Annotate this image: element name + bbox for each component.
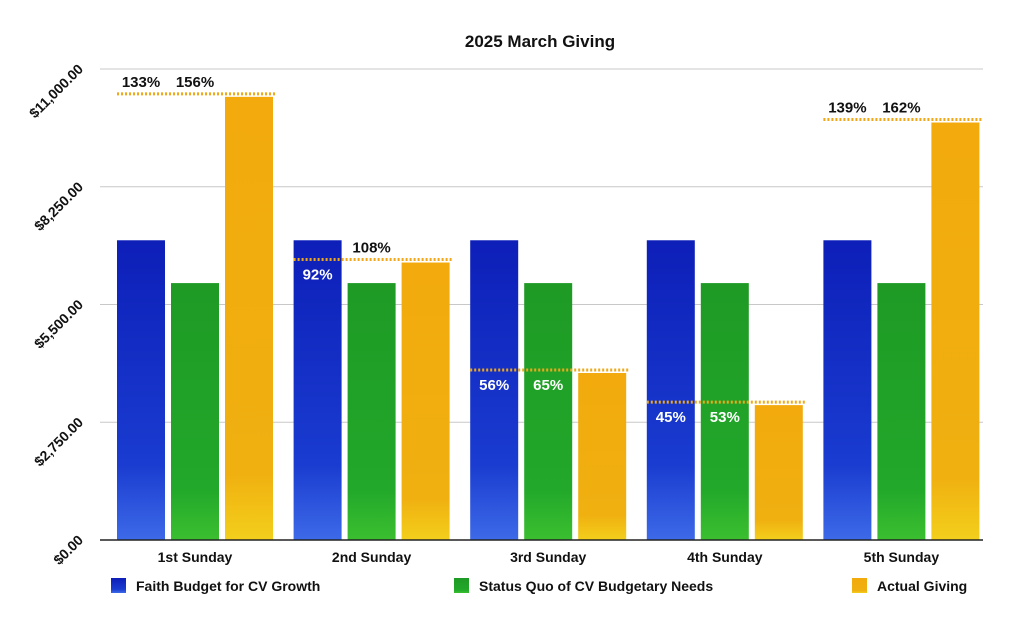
chart-title: 2025 March Giving (465, 32, 615, 51)
labels: 133% 156% 92% 108% 56% 65% 45% 53% 139% 162% (117, 74, 984, 426)
status-percent-label: 156% (176, 74, 214, 91)
status-quo-bar (700, 283, 749, 540)
y-tick-label: $11,000.00 (26, 61, 86, 121)
legend-swatch (111, 578, 126, 593)
faith-percent-label: 45% (656, 409, 686, 426)
legend-label: Faith Budget for CV Growth (136, 578, 320, 594)
status-quo-bar (171, 283, 219, 540)
actual-giving-bar (401, 262, 450, 540)
faith-percent-label: 139% (828, 100, 866, 117)
y-tick-label: $8,250.00 (31, 178, 87, 234)
legend-swatch (852, 578, 867, 593)
legend-label: Actual Giving (877, 578, 967, 594)
faith-budget-bar (823, 240, 872, 541)
x-tick-label: 3rd Sunday (510, 549, 586, 565)
faith-percent-label: 133% (122, 74, 160, 91)
legend-label: Status Quo of CV Budgetary Needs (479, 578, 713, 594)
faith-budget-bar (293, 240, 342, 541)
y-tick-label: $2,750.00 (31, 414, 87, 470)
bars (117, 96, 980, 541)
faith-percent-label: 56% (479, 377, 509, 394)
y-tick-label: $5,500.00 (31, 296, 87, 352)
faith-budget-bar (646, 240, 695, 541)
actual-giving-bar (754, 405, 803, 540)
faith-percent-label: 92% (303, 267, 333, 284)
actual-giving-bar (578, 373, 627, 540)
faith-budget-bar (117, 240, 165, 541)
x-tick-label: 2nd Sunday (332, 549, 412, 565)
x-tick-label: 1st Sunday (158, 549, 233, 565)
actual-giving-bar (225, 96, 273, 540)
legend: Faith Budget for CV Growth Status Quo of … (111, 578, 967, 594)
legend-swatch (454, 578, 469, 593)
status-quo-bar (524, 283, 573, 540)
x-tick-label: 4th Sunday (687, 549, 763, 565)
faith-budget-bar (470, 240, 519, 541)
y-tick-label: $0.00 (50, 532, 86, 568)
status-percent-label: 108% (352, 240, 390, 257)
status-percent-label: 162% (882, 100, 920, 117)
status-quo-bar (347, 283, 396, 540)
status-percent-label: 53% (710, 409, 740, 426)
status-quo-bar (877, 283, 926, 540)
status-percent-label: 65% (533, 377, 563, 394)
actual-giving-bar (931, 122, 980, 540)
x-tick-label: 5th Sunday (864, 549, 940, 565)
